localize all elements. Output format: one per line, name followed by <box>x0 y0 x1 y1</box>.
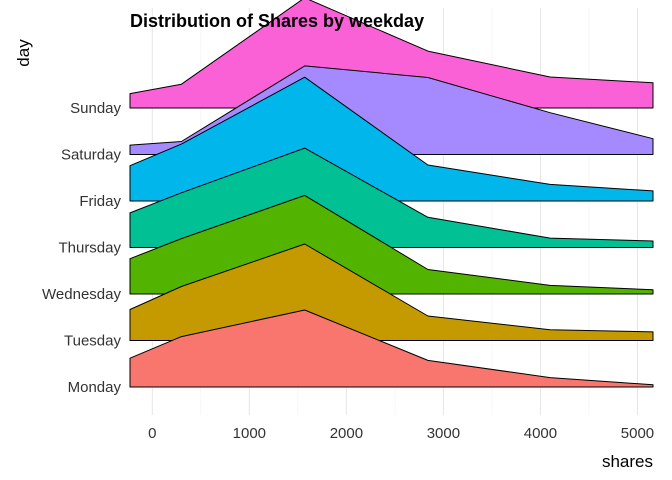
x-tick-label-3000: 3000 <box>427 425 460 442</box>
x-tick-label-1000: 1000 <box>233 425 266 442</box>
y-tick-label-saturday: Saturday <box>61 147 122 164</box>
x-axis-title: shares <box>602 452 653 471</box>
ridge-tuesday <box>129 243 654 341</box>
y-tick-label-friday: Friday <box>79 193 121 210</box>
chart-title: Distribution of Shares by weekday <box>130 11 424 31</box>
y-axis-title: day <box>14 39 33 67</box>
x-tick-labels: 0 1000 2000 3000 4000 5000 <box>148 425 654 442</box>
ridge-sunday <box>129 0 654 109</box>
ridge-monday <box>129 309 654 388</box>
y-tick-labels: Sunday Saturday Friday Thursday Wednesday Tue… <box>42 100 121 396</box>
ridges <box>129 0 654 388</box>
y-tick-label-monday: Monday <box>68 379 122 396</box>
x-tick-label-0: 0 <box>148 425 156 442</box>
y-tick-label-tuesday: Tuesday <box>64 333 121 350</box>
y-tick-label-wednesday: Wednesday <box>42 286 121 303</box>
x-tick-label-4000: 4000 <box>524 425 557 442</box>
y-tick-label-sunday: Sunday <box>70 100 121 117</box>
x-tick-label-5000: 5000 <box>621 425 654 442</box>
y-tick-label-thursday: Thursday <box>58 240 121 257</box>
x-tick-label-2000: 2000 <box>330 425 363 442</box>
